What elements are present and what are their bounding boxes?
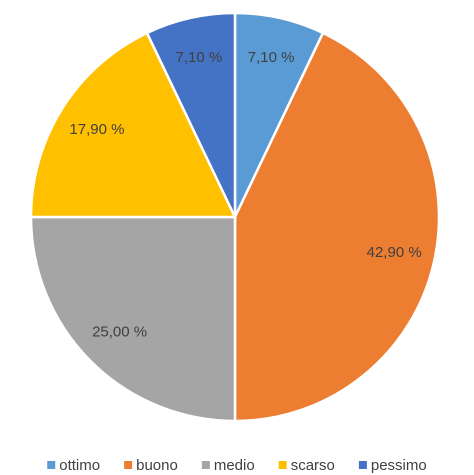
pie-slice: [29, 31, 237, 219]
data-label: 7,10 %: [176, 49, 223, 66]
data-label: 25,00 %: [92, 323, 147, 340]
pie-slice: [145, 11, 237, 218]
legend-swatch: [278, 461, 287, 469]
data-label: 7,10 %: [248, 49, 295, 66]
pie-slice: [233, 31, 441, 423]
pie-slice: [29, 215, 237, 423]
data-label: 17,90 %: [69, 121, 124, 138]
legend-swatch: [201, 461, 210, 469]
legend-label: medio: [214, 457, 255, 474]
data-label: 42,90 %: [367, 244, 422, 261]
legend-swatch: [47, 461, 56, 469]
legend-label: ottimo: [59, 457, 100, 474]
legend-label: buono: [136, 457, 178, 474]
legend-label: scarso: [291, 457, 335, 474]
legend-swatch: [358, 461, 367, 469]
legend-swatch: [124, 461, 133, 469]
legend-label: pessimo: [371, 457, 427, 474]
